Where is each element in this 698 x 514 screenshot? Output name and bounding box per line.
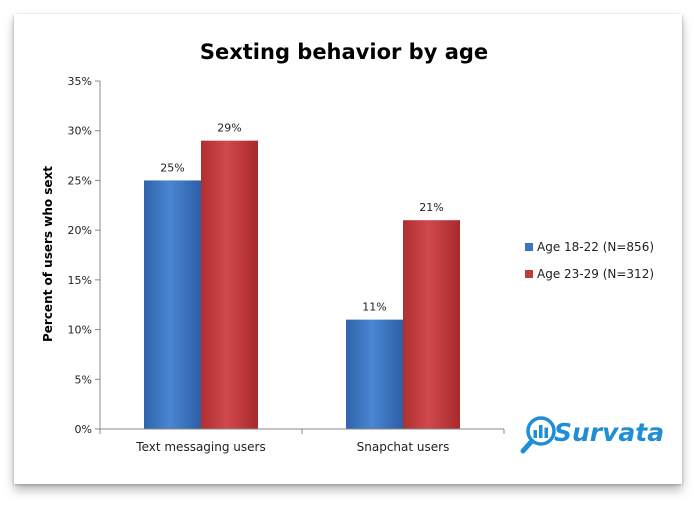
- x-category-label: Snapchat users: [357, 440, 450, 454]
- magnifier-icon: [520, 416, 556, 454]
- y-tick-label: 15%: [68, 274, 92, 287]
- y-tick-label: 30%: [68, 125, 92, 138]
- value-labels: 25% 29% 11% 21%: [160, 122, 443, 314]
- y-axis: 0% 5% 10% 15% 20% 25% 30% 35%: [68, 75, 100, 436]
- x-axis: Text messaging users Snapchat users: [99, 429, 505, 454]
- y-tick-label: 20%: [68, 224, 92, 237]
- legend-label: Age 23-29 (N=312): [537, 267, 654, 281]
- legend-swatch: [525, 243, 533, 251]
- bar: [201, 140, 258, 429]
- survata-logo: Survata: [520, 416, 664, 454]
- bar-value-label: 25%: [160, 161, 184, 174]
- legend-swatch: [525, 270, 533, 278]
- chart-title: Sexting behavior by age: [200, 40, 488, 64]
- y-tick-label: 5%: [75, 373, 92, 386]
- y-tick-label: 25%: [68, 174, 92, 187]
- y-axis-label: Percent of users who sext: [41, 166, 55, 342]
- bar-group: [144, 140, 460, 429]
- logo-wordmark: Survata: [554, 418, 664, 447]
- bar-chart: Sexting behavior by age Percent of users…: [41, 40, 664, 454]
- bar-value-label: 11%: [362, 301, 386, 314]
- y-tick-label: 10%: [68, 324, 92, 337]
- y-tick-label: 0%: [75, 423, 92, 436]
- bar-value-label: 29%: [217, 122, 241, 135]
- chart-card: Sexting behavior by age Percent of users…: [14, 14, 682, 484]
- bar-value-label: 21%: [419, 201, 443, 214]
- bar: [403, 220, 460, 429]
- bar: [144, 180, 201, 429]
- legend: Age 18-22 (N=856) Age 23-29 (N=312): [525, 240, 654, 281]
- x-category-label: Text messaging users: [135, 440, 265, 454]
- bar: [346, 319, 403, 429]
- y-tick-label: 35%: [68, 75, 92, 88]
- legend-label: Age 18-22 (N=856): [537, 240, 654, 254]
